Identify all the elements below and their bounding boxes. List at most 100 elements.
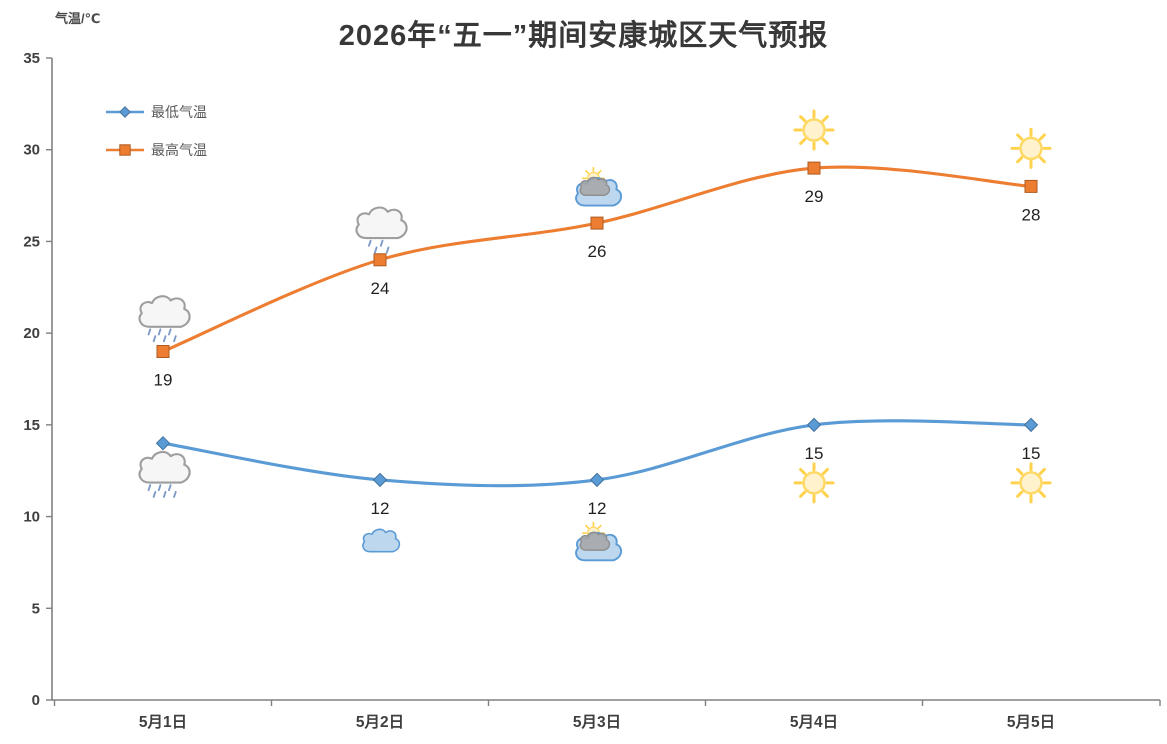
sun-disc [1019,136,1043,161]
rain-drop [385,246,390,254]
cloud-shape [355,206,408,240]
rain-drop [147,484,152,492]
sun-icon [793,462,835,504]
diamond-marker [372,472,388,488]
max-temp-point: 24 [371,253,390,298]
sun-ray [1016,133,1024,141]
square-marker [373,253,387,267]
sun-ray [799,490,807,498]
sun-ray [585,169,590,174]
x-tick-label: 5月1日 [139,713,187,731]
rain-drop [152,490,157,498]
x-tick-label: 5月5日 [1007,713,1055,731]
legend-label: 最高气温 [151,142,207,158]
rain-drop [147,328,152,336]
x-tick-label: 5月2日 [356,713,404,731]
sun-behind-cloud-icon [575,521,623,562]
legend-label: 最低气温 [151,104,207,120]
rain-drop [173,490,177,498]
rain-drop [152,335,157,343]
rain-icon [138,295,191,343]
cloud-shape [579,176,611,197]
min-temp-point: 15 [805,417,824,463]
cloud-icon [362,528,401,553]
sun-ray [1038,156,1046,164]
sun-ray [1016,467,1024,476]
sun-ray [821,467,829,476]
diamond-marker [1023,417,1039,433]
y-tick-label: 35 [23,50,40,67]
data-label: 24 [371,279,390,298]
max-temp-point: 26 [588,216,607,261]
rain-drop [162,490,167,498]
rain-drop [173,335,177,343]
sun-ray [821,115,829,123]
y-tick-label: 25 [23,233,40,250]
x-tick-label: 5月4日 [790,713,838,731]
square-marker [156,345,170,358]
sun-ray [597,524,602,529]
sun-ray [585,524,590,529]
min-temp-point [155,435,171,451]
data-label: 29 [805,187,824,206]
data-label: 12 [588,499,607,518]
max-temp-point: 28 [1022,179,1040,224]
sun-ray [597,169,602,174]
sun-ray [1016,490,1024,498]
sun-shape [1010,127,1052,169]
sun-ray [1016,156,1024,164]
y-tick-label: 10 [23,509,40,526]
y-tick-label: 20 [23,325,40,342]
diamond-marker [806,417,822,433]
rain-drop [168,484,172,492]
rain-drop [157,484,162,492]
rain-drop [379,239,384,247]
diamond-marker [155,435,171,451]
axes-line [51,58,1160,701]
sun-disc [802,471,826,495]
cloud-shape [138,295,191,328]
y-tick-label: 15 [23,417,40,434]
sun-ray [1038,467,1046,476]
rain-drop [373,246,378,254]
sun-ray [1038,490,1046,498]
data-label: 15 [805,444,824,463]
data-label: 12 [371,499,390,518]
data-label: 26 [588,242,607,261]
sun-ray [799,137,807,145]
sun-behind-cloud-icon [575,166,623,207]
diamond-marker [589,472,605,488]
sun-shape [1010,462,1052,504]
diamond-marker [119,106,131,118]
rain-drop [157,328,162,336]
y-tick-label: 30 [23,142,40,159]
y-tick-label: 0 [32,692,40,709]
min-temp-point: 12 [371,472,390,518]
sun-ray [821,137,829,145]
square-marker [590,216,604,230]
cloud-shape [579,531,611,551]
y-tick-label: 5 [32,600,40,617]
chart-title: 2026年“五一”期间安康城区天气预报 [338,20,829,52]
sun-shape [793,462,835,504]
max-temp-point: 19 [154,345,172,390]
legend-item-min-temp: 最低气温 [106,104,207,120]
sun-ray [799,467,807,476]
sun-icon [793,109,835,151]
sun-ray [821,490,829,498]
rain-drop [368,239,372,247]
legend-item-max-temp: 最高气温 [106,142,207,158]
x-tick-label: 5月3日 [573,713,621,731]
cloud-shape [138,450,191,484]
rain-icon [138,450,191,498]
square-marker [807,161,821,175]
sun-icon [1010,127,1052,169]
rain-drop [168,328,172,336]
sun-icon [1010,462,1052,504]
max-temp-point: 29 [805,161,824,206]
sun-ray [1038,133,1046,141]
sun-disc [802,118,826,142]
sun-disc [1019,471,1043,495]
y-axis-unit-label: 气温/℃ [55,11,101,26]
